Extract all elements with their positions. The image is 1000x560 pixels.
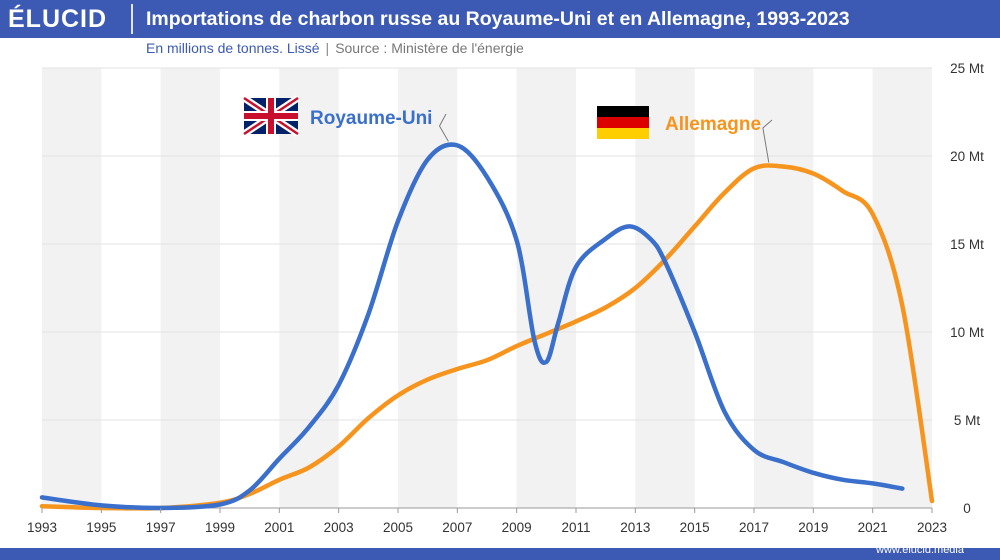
series-label-uk: Royaume-Uni: [310, 108, 432, 129]
background-band: [279, 68, 339, 508]
y-axis-ticks: 0 5 Mt 10 Mt 15 Mt 20 Mt 25 Mt: [950, 61, 984, 516]
footer-url[interactable]: www.elucid.media: [875, 544, 964, 556]
chart-subtitle: En millions de tonnes. Lissé: [146, 40, 320, 56]
y-tick-label: 0: [963, 501, 971, 516]
x-tick-label: 1993: [27, 520, 57, 535]
x-tick-label: 2013: [620, 520, 650, 535]
x-tick-label: 2009: [502, 520, 532, 535]
header-divider: [131, 4, 133, 34]
header-bar: ÉLUCID Importations de charbon russe au …: [0, 0, 1000, 38]
chart-title: Importations de charbon russe au Royaume…: [146, 8, 850, 30]
germany-flag: [597, 106, 649, 139]
x-tick-label: 1999: [205, 520, 235, 535]
leader-line-uk: [438, 113, 449, 142]
background-band: [160, 68, 220, 508]
background-band: [42, 68, 102, 508]
x-tick-label: 2007: [442, 520, 472, 535]
x-tick-label: 1995: [86, 520, 116, 535]
x-axis-ticks: 1993 1995 1997 1999 2001 2003 2005 2007 2009 2011…: [27, 508, 947, 535]
series-lines: [39, 142, 935, 511]
x-tick-label: 2015: [680, 520, 710, 535]
x-tick-label: 2017: [739, 520, 769, 535]
series-label-germany: Allemagne: [665, 114, 761, 135]
y-tick-label: 10 Mt: [950, 325, 984, 340]
subtitle-separator: |: [325, 40, 330, 56]
uk-flag: [242, 95, 300, 137]
y-tick-label: 15 Mt: [950, 237, 984, 252]
x-tick-label: 2021: [858, 520, 888, 535]
x-tick-label: 1997: [146, 520, 176, 535]
background-band: [635, 68, 695, 508]
elucid-logo[interactable]: ÉLUCID: [8, 5, 108, 33]
background-band: [398, 68, 458, 508]
subtitle-row: En millions de tonnes. Lissé | Source : Mi…: [146, 38, 524, 58]
footer-bar: [0, 548, 1000, 560]
x-tick-label: 2011: [561, 520, 590, 535]
background-bands: [42, 68, 932, 508]
label-leaders: [438, 113, 773, 163]
x-tick-label: 2003: [324, 520, 354, 535]
y-tick-label: 25 Mt: [950, 61, 984, 76]
x-tick-label: 2005: [383, 520, 413, 535]
series-line-germany: [39, 163, 935, 511]
y-tick-label: 5 Mt: [954, 413, 981, 428]
y-tick-label: 20 Mt: [950, 149, 984, 164]
series-line-uk: [39, 142, 905, 511]
x-tick-label: 2019: [798, 520, 828, 535]
x-tick-label: 2023: [917, 520, 947, 535]
leader-line-germany: [762, 119, 773, 163]
background-band: [754, 68, 814, 508]
chart-source: Source : Ministère de l'énergie: [335, 40, 524, 56]
x-tick-label: 2001: [264, 520, 294, 535]
